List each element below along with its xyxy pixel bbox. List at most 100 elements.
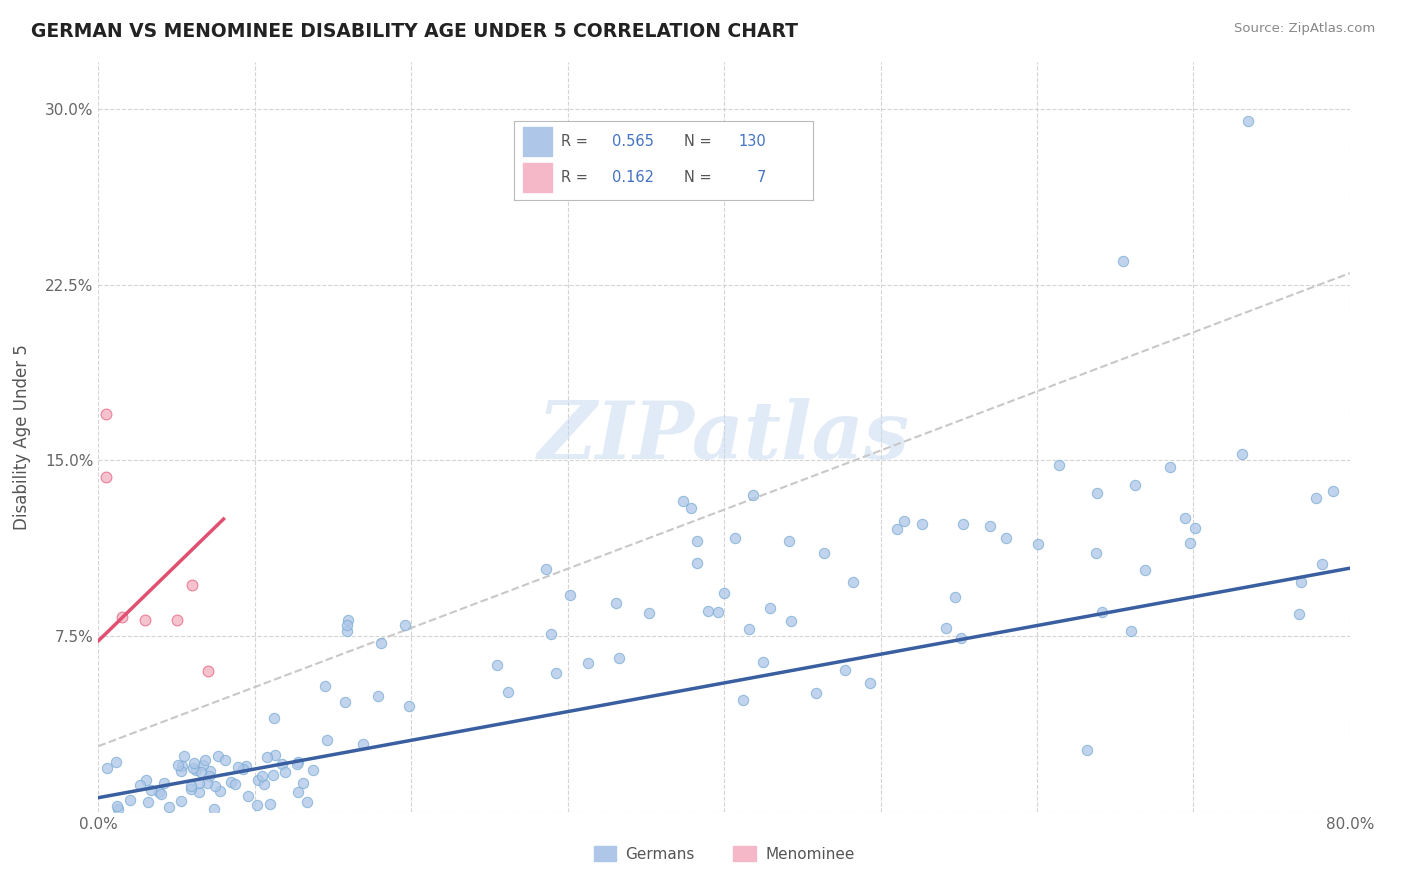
Point (157, 800, 180, 814)
Point (105, 799, 128, 814)
Point (246, 772, 269, 787)
Point (1091, 605, 1114, 619)
Point (681, 500, 703, 515)
Point (166, 613, 188, 627)
Point (262, 768, 284, 782)
Text: N =: N = (685, 170, 711, 186)
Point (194, 752, 217, 766)
Point (170, 758, 193, 772)
Point (204, 802, 226, 816)
Point (1322, 483, 1344, 498)
Point (183, 756, 205, 771)
Point (204, 779, 226, 793)
Point (979, 519, 1001, 533)
Bar (523, 163, 553, 192)
Point (536, 562, 558, 576)
Point (111, 610, 134, 624)
Text: N =: N = (685, 134, 711, 149)
Point (129, 778, 152, 792)
Point (333, 695, 356, 709)
Point (96, 761, 118, 775)
Point (398, 699, 420, 714)
Point (181, 762, 204, 776)
Point (1123, 477, 1146, 491)
Point (1133, 563, 1156, 577)
Point (301, 764, 323, 778)
Point (190, 765, 212, 780)
Point (1084, 546, 1107, 560)
Point (842, 575, 865, 590)
Point (295, 795, 318, 809)
Point (859, 676, 882, 690)
Point (252, 777, 274, 791)
Point (152, 776, 174, 790)
Point (198, 769, 221, 783)
Y-axis label: Disability Age Under 5: Disability Age Under 5 (13, 344, 31, 530)
Point (1026, 537, 1049, 551)
Text: R =: R = (561, 170, 588, 186)
Point (949, 631, 972, 645)
Point (197, 664, 219, 679)
Point (697, 604, 720, 618)
Point (935, 621, 957, 635)
Point (197, 776, 219, 790)
Legend: Germans, Menominee: Germans, Menominee (588, 839, 860, 868)
Point (637, 606, 659, 620)
Point (150, 787, 173, 801)
Text: 7: 7 (756, 170, 766, 186)
Point (1085, 485, 1108, 500)
Text: GERMAN VS MENOMINEE DISABILITY AGE UNDER 5 CORRELATION CHART: GERMAN VS MENOMINEE DISABILITY AGE UNDER… (31, 22, 799, 41)
Text: 0.565: 0.565 (613, 134, 654, 149)
Point (181, 577, 204, 591)
Point (834, 663, 856, 677)
Point (540, 626, 562, 640)
Point (219, 775, 242, 789)
Point (166, 757, 188, 772)
Point (173, 749, 195, 764)
Point (316, 733, 339, 747)
Point (271, 757, 294, 772)
Point (180, 779, 202, 793)
Point (780, 614, 803, 628)
Point (778, 534, 800, 549)
Point (485, 657, 508, 672)
Point (264, 748, 287, 763)
Point (336, 624, 359, 638)
Point (188, 775, 211, 789)
Point (751, 655, 773, 669)
Point (558, 589, 581, 603)
Point (804, 686, 827, 700)
Text: 0.162: 0.162 (613, 170, 654, 186)
Point (893, 514, 915, 528)
Point (1232, 447, 1254, 461)
Point (287, 785, 309, 799)
Point (198, 764, 221, 778)
Point (498, 685, 520, 699)
Point (207, 748, 229, 763)
Point (208, 784, 231, 798)
Point (544, 665, 567, 680)
Point (107, 802, 129, 816)
Point (911, 516, 934, 531)
Point (1159, 459, 1181, 474)
Point (394, 617, 416, 632)
Text: ZIPatlas: ZIPatlas (538, 399, 910, 475)
Point (232, 762, 254, 776)
Point (686, 534, 709, 549)
Point (367, 689, 389, 703)
Text: 130: 130 (738, 134, 766, 149)
Point (943, 590, 966, 604)
Point (605, 596, 627, 610)
Point (256, 749, 278, 764)
Point (576, 657, 599, 671)
Point (607, 650, 630, 665)
Point (191, 757, 214, 772)
Point (287, 755, 309, 769)
Point (96, 470, 118, 484)
Point (1291, 574, 1313, 589)
Point (1112, 254, 1135, 268)
Point (370, 636, 392, 650)
Point (741, 488, 763, 502)
Point (170, 794, 193, 808)
Point (724, 531, 747, 545)
